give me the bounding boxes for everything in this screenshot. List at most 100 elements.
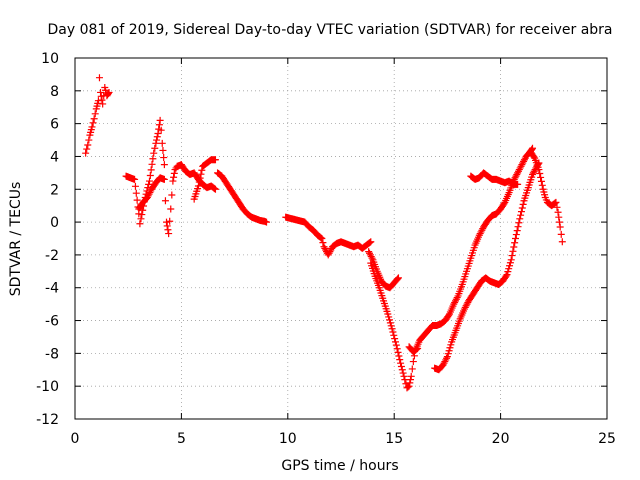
- data-point-interp: [151, 144, 159, 152]
- series-segment-4: [190, 156, 219, 203]
- data-point: [143, 193, 151, 201]
- plot-frame: [74, 57, 608, 420]
- data-point-interp: [391, 338, 399, 346]
- data-point-interp: [479, 225, 487, 233]
- data-point-interp: [210, 184, 218, 192]
- data-point-interp: [138, 211, 146, 219]
- data-point-interp: [451, 298, 459, 306]
- data-point: [414, 344, 422, 352]
- data-point: [145, 177, 153, 185]
- y-tick-label: -8: [45, 346, 59, 362]
- data-point-interp: [443, 354, 451, 362]
- data-point-interp: [515, 219, 523, 227]
- series-segment-2: [122, 116, 168, 228]
- data-point-interp: [145, 180, 153, 188]
- data-point: [158, 139, 166, 147]
- data-point-interp: [500, 200, 508, 208]
- data-point: [407, 372, 415, 380]
- data-point-interp: [506, 262, 514, 270]
- data-point: [367, 238, 375, 246]
- data-point-interp: [529, 169, 537, 177]
- data-point: [95, 74, 103, 82]
- data-point-interp: [518, 204, 526, 212]
- data-point-interp: [319, 239, 327, 247]
- data-point-interp: [394, 275, 402, 283]
- data-point-interp: [317, 234, 325, 242]
- data-point-interp: [170, 169, 178, 177]
- data-point-interp: [557, 230, 565, 238]
- data-point-interp: [83, 145, 91, 153]
- data-point-interp: [398, 366, 406, 374]
- data-point-interp: [506, 259, 514, 267]
- data-point-interp: [413, 345, 421, 353]
- data-point-interp: [447, 341, 455, 349]
- data-point-interp: [464, 298, 472, 306]
- data-point-interp: [316, 233, 324, 241]
- data-point-interp: [197, 170, 205, 178]
- data-point-interp: [131, 182, 139, 190]
- x-tick-label: 15: [385, 431, 403, 447]
- data-point: [157, 126, 165, 134]
- y-tick-label: -2: [45, 248, 59, 264]
- series-segment-10: [431, 159, 543, 374]
- data-point: [558, 238, 566, 246]
- data-point-interp: [104, 90, 112, 98]
- data-point-interp: [407, 376, 415, 384]
- data-point-interp: [147, 187, 155, 195]
- data-point-interp: [445, 311, 453, 319]
- data-point-interp: [537, 173, 545, 181]
- data-point: [392, 341, 400, 349]
- data-point-interp: [517, 208, 525, 216]
- data-point-interp: [211, 185, 219, 193]
- data-point-interp: [509, 247, 517, 255]
- data-point-interp: [385, 313, 393, 321]
- y-tick-label: 8: [50, 84, 59, 100]
- data-point: [507, 256, 515, 264]
- data-point-interp: [440, 359, 448, 367]
- y-tick-label: -10: [36, 379, 59, 395]
- data-point-interp: [555, 218, 563, 226]
- data-point: [511, 235, 519, 242]
- data-point: [529, 171, 537, 179]
- data-point: [131, 175, 139, 183]
- data-point: [365, 248, 373, 256]
- data-point-interp: [148, 160, 156, 168]
- chart-title: Day 081 of 2019, Sidereal Day-to-day VTE…: [47, 22, 612, 38]
- data-point: [514, 169, 522, 177]
- data-point-interp: [196, 174, 204, 182]
- data-point-interp: [408, 365, 416, 373]
- data-point: [88, 123, 96, 131]
- data-point-interp: [366, 251, 374, 259]
- data-point: [394, 274, 402, 282]
- data-point-interp: [365, 239, 373, 247]
- data-point: [556, 223, 564, 231]
- data-point-interp: [502, 272, 510, 280]
- data-points: [82, 74, 566, 392]
- data-point: [405, 382, 413, 390]
- x-tick-label: 25: [598, 431, 616, 447]
- data-point: [475, 231, 483, 239]
- data-point: [211, 156, 219, 164]
- x-tick-label: 5: [177, 431, 186, 447]
- data-point-interp: [476, 230, 484, 238]
- data-point: [318, 235, 326, 242]
- series-segment-12: [526, 148, 566, 246]
- data-point: [154, 129, 162, 137]
- data-point-interp: [325, 249, 333, 257]
- data-point: [82, 149, 90, 157]
- data-point-interp: [386, 316, 394, 324]
- data-point-interp: [530, 167, 538, 175]
- data-point-interp: [149, 155, 157, 163]
- data-point-interp: [366, 249, 374, 257]
- data-point-interp: [530, 153, 538, 161]
- data-point-interp: [404, 383, 412, 391]
- data-point-interp: [550, 200, 558, 208]
- data-point-interp: [391, 335, 399, 343]
- data-point: [194, 182, 202, 190]
- data-point-interp: [155, 121, 163, 129]
- data-point-interp: [387, 322, 395, 330]
- data-point-interp: [168, 191, 176, 199]
- y-tick-label: 0: [50, 215, 59, 231]
- data-point-interp: [395, 352, 403, 360]
- data-point-interp: [551, 199, 559, 207]
